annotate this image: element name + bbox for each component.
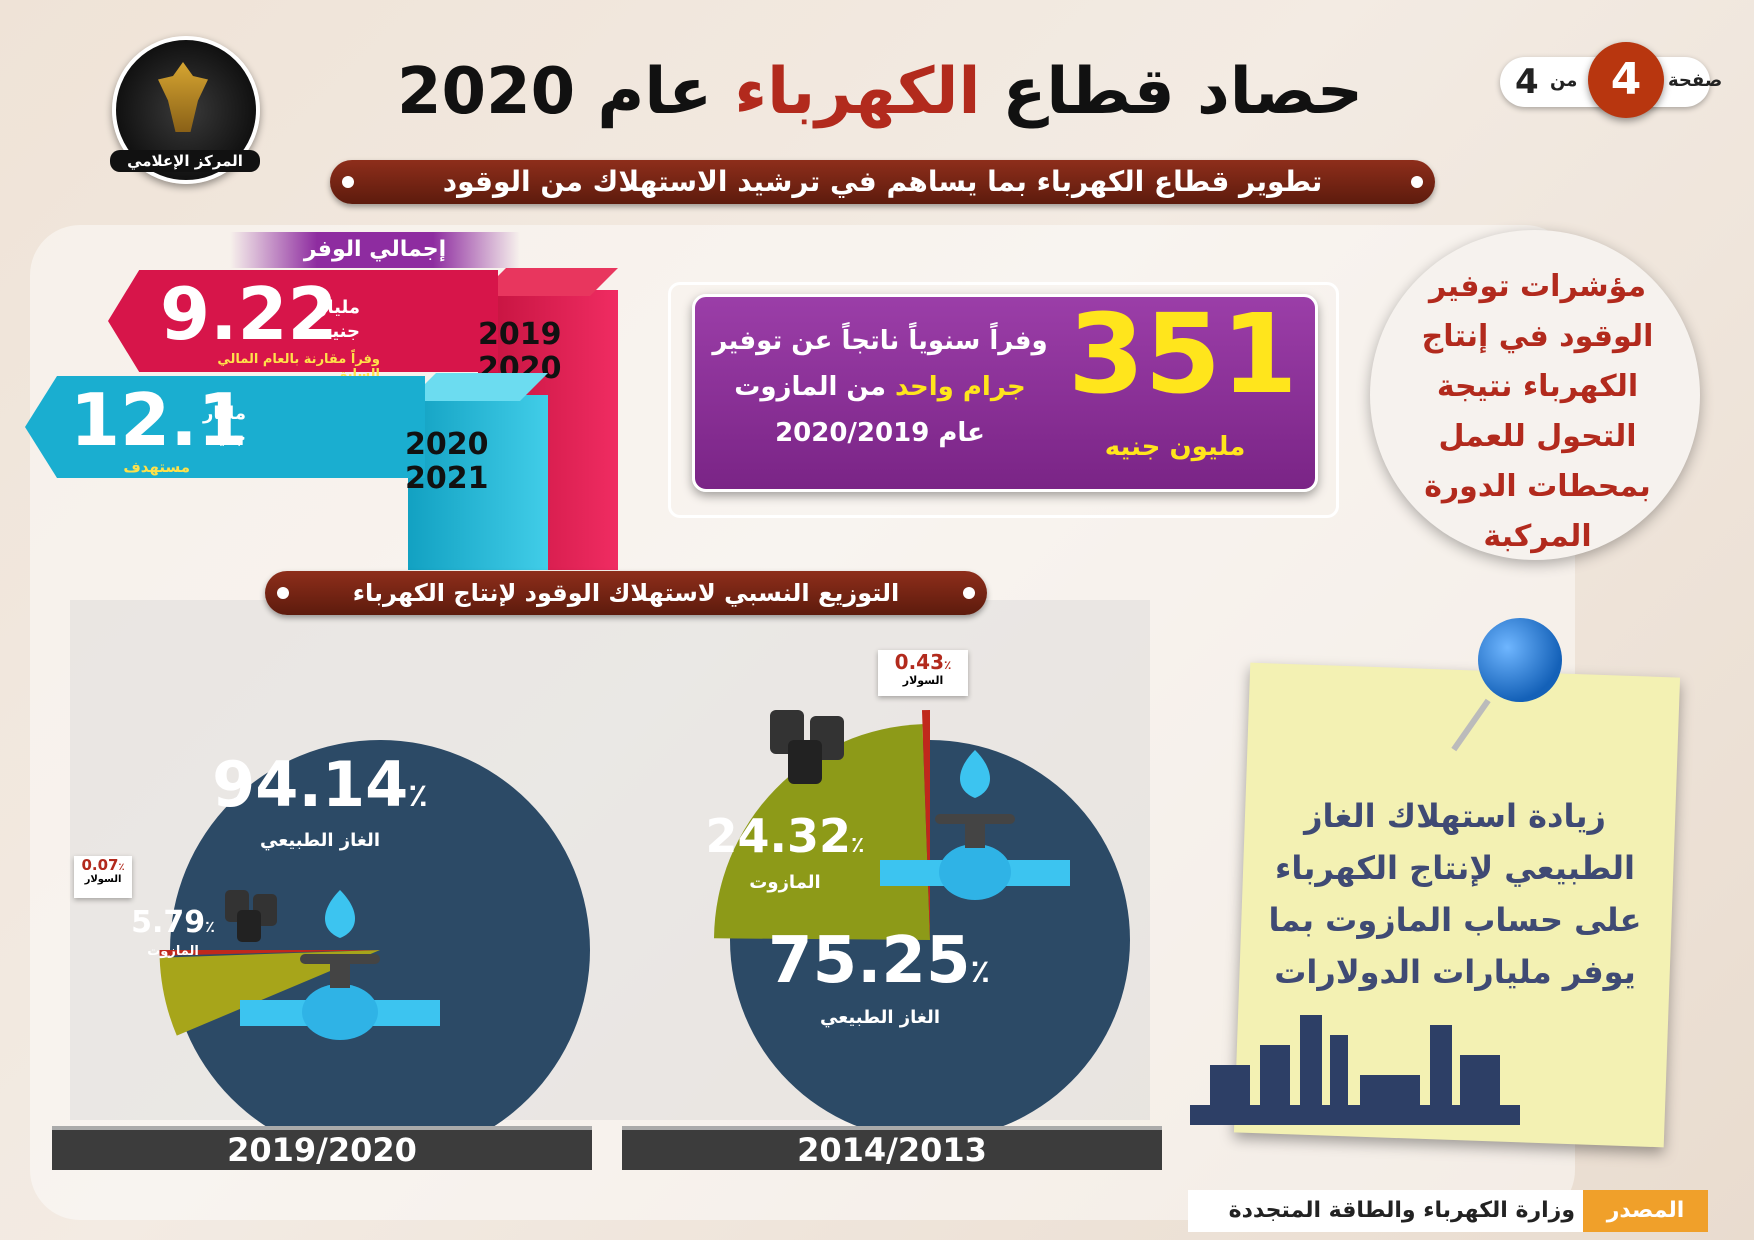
ribbon-dot-left [342,176,354,188]
indicators-text: مؤشرات توفير الوقود في إنتاج الكهرباء نت… [1421,269,1654,554]
distribution-ribbon: التوزيع النسبي لاستهلاك الوقود لإنتاج ال… [265,571,987,615]
push-pin-icon [1478,618,1562,702]
annual-text-line-2b: من المازوت [734,372,895,402]
savings-note-2020-2021: مستهدف [123,458,190,476]
value: 94.14 [212,748,409,821]
year-line-2: 2021 [405,461,489,496]
year-label-2019-2020: 2019/2020 [52,1126,592,1170]
name: الغاز الطبيعي [819,1007,940,1028]
savings-arrow-2020-2021 [25,376,425,478]
unit-line-1: مليار [203,403,246,424]
annual-highlight: جرام واحد [894,372,1026,402]
power-plant-icon [1190,1015,1520,1125]
page-title: حصاد قطاع الكهرباء عام 2020 [397,55,1363,129]
annual-saving-frame [668,282,1339,518]
annual-saving-box [692,294,1318,492]
annual-text-line-3: عام 2020/2019 [775,418,985,448]
indicators-circle [1370,230,1700,560]
year-label-2014-2013: 2014/2013 [622,1126,1162,1170]
ribbon-dot-right [1411,176,1423,188]
page-of: من [1550,70,1578,91]
name: السولار [84,874,122,885]
source-value: وزارة الكهرباء والطاقة المتجددة [1228,1198,1575,1223]
ribbon-dot-left [277,587,289,599]
percent-sign: ٪ [944,658,952,672]
total-savings-header: إجمالي الوفر [230,232,520,268]
annual-text-line-2: جرام واحد من المازوت [705,364,1055,410]
page-word: صفحة [1668,70,1723,91]
savings-arrow-2019-2020 [108,270,498,372]
percent-sign: ٪ [408,776,428,814]
annual-saving-value: 351 [1068,290,1298,418]
label-solar-2019-2020: 0.07٪ السولار [74,856,132,898]
subtitle-ribbon: تطوير قطاع الكهرباء بما يساهم في ترشيد ا… [330,160,1435,204]
value: 0.43 [894,650,945,674]
pie-slice-mazut [159,950,380,1036]
label-gas-2014-2013: 75.25٪ الغاز الطبيعي [768,924,990,1028]
percent-sign: ٪ [851,833,865,858]
annual-saving-text: وفراً سنوياً ناتجاً عن توفير جرام واحد م… [705,318,1055,456]
page-number-badge: 4 [1588,42,1664,118]
year-line-1: 2020 [405,427,489,462]
year-line-1: 2019 [478,317,562,352]
label-solar-2014-2013: 0.43٪ السولار [878,650,968,696]
percent-sign: ٪ [205,917,215,936]
ribbon-dot-right [963,587,975,599]
oil-barrels-icon [225,890,277,942]
bar-2020-2021 [408,395,548,570]
name: السولار [902,674,944,687]
percent-sign: ٪ [118,862,125,873]
annual-saving-unit: مليون جنيه [1104,432,1246,462]
years-2020-2021: 2020 2021 [405,427,489,496]
name: المازوت [147,944,199,959]
fuel-distribution-charts [159,710,1130,1160]
name: المازوت [749,872,821,893]
gas-valve-icon [880,750,1070,900]
logo-caption: المركز الإعلامي [110,150,260,172]
unit-line-2: جنيه [321,321,360,342]
page-total: 4 [1515,62,1539,102]
savings-value-2020-2021: 12.1 [70,378,248,462]
percent-sign: ٪ [970,952,990,990]
savings-unit-2020-2021: مليار جنيه [196,402,246,450]
label-mazut-2019-2020: 5.79٪ المازوت [118,905,228,960]
label-mazut-2014-2013: 24.32٪ المازوت [700,810,870,893]
pie-slice-solar [159,950,380,956]
value: 5.79 [131,905,206,940]
savings-unit-2019-2020: مليار جنيه [300,296,360,344]
gas-valve-icon [240,890,440,1040]
pie-chart-2014-2013 [714,710,1130,1140]
name: الغاز الطبيعي [259,830,380,851]
value: 24.32 [705,809,852,863]
value: 0.07 [81,856,119,874]
savings-value-2019-2020: 9.22 [160,272,338,356]
unit-line-1: مليار [317,297,360,318]
note-paper-text: زيادة استهلاك الغاز الطبيعي لإنتاج الكهر… [1268,797,1642,991]
annual-text-line-1: وفراً سنوياً ناتجاً عن توفير [712,326,1048,356]
label-gas-2019-2020: 94.14٪ الغاز الطبيعي [210,748,430,852]
distribution-title: التوزيع النسبي لاستهلاك الوقود لإنتاج ال… [352,579,900,607]
pie-chart-2019-2020 [159,740,590,1160]
unit-line-2: جنيه [207,427,246,448]
subtitle-text: تطوير قطاع الكهرباء بما يساهم في ترشيد ا… [442,165,1323,198]
source-label: المصدر [1583,1190,1708,1232]
oil-barrels-icon [770,710,844,784]
value: 75.25 [768,924,971,998]
pie-slice-mazut [714,724,930,940]
